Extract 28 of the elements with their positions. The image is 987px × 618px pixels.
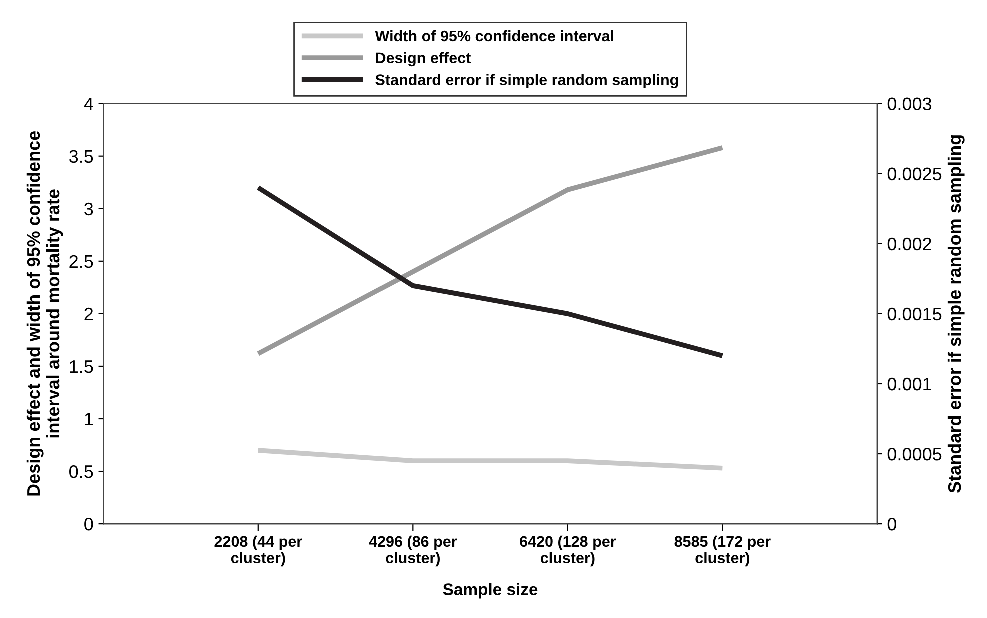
y2-tick-label: 0.001: [888, 378, 932, 391]
y2-tick-label: 0.0015: [888, 308, 942, 321]
y-tick-label: 3: [84, 202, 94, 216]
x-tick-label: 2208 (44 per cluster): [214, 536, 302, 567]
y2-tick-label: 0.0005: [888, 448, 942, 461]
y-tick-label: 2: [84, 308, 94, 320]
legend-label: Design effect: [376, 52, 471, 67]
legend-label: Standard error if simple random sampling: [376, 74, 678, 89]
y2-tick-label: 0.0025: [888, 168, 942, 181]
y-tick-label: 0.5: [70, 465, 94, 478]
y2-tick-label: 0: [888, 518, 896, 531]
line-series: [256, 185, 726, 358]
y2-tick-label: 0.002: [888, 238, 932, 251]
y-tick-label: 4: [84, 98, 94, 110]
y2-tick-label: 0.003: [888, 98, 932, 111]
y-tick-label: 1: [85, 413, 94, 426]
line-series: [256, 146, 726, 356]
x-tick-label: 6420 (128 per cluster): [520, 536, 616, 567]
y2-axis-title: Standard error if simple random sampling: [948, 136, 965, 494]
y-tick-label: 1.5: [70, 360, 94, 374]
x-axis-title: Sample size: [443, 583, 538, 599]
x-tick-label: 8585 (172 per cluster): [674, 536, 771, 567]
legend-label: Width of 95% confidence interval: [375, 30, 614, 42]
y-tick-label: 3.5: [70, 150, 94, 164]
y-tick-label: 0: [84, 518, 94, 531]
x-tick-label: 4296 (86 per cluster): [369, 536, 458, 567]
y-tick-label: 2.5: [70, 255, 94, 268]
y-axis-title: Design effect and width of 95% confidence interval around mortality rate: [26, 131, 64, 496]
